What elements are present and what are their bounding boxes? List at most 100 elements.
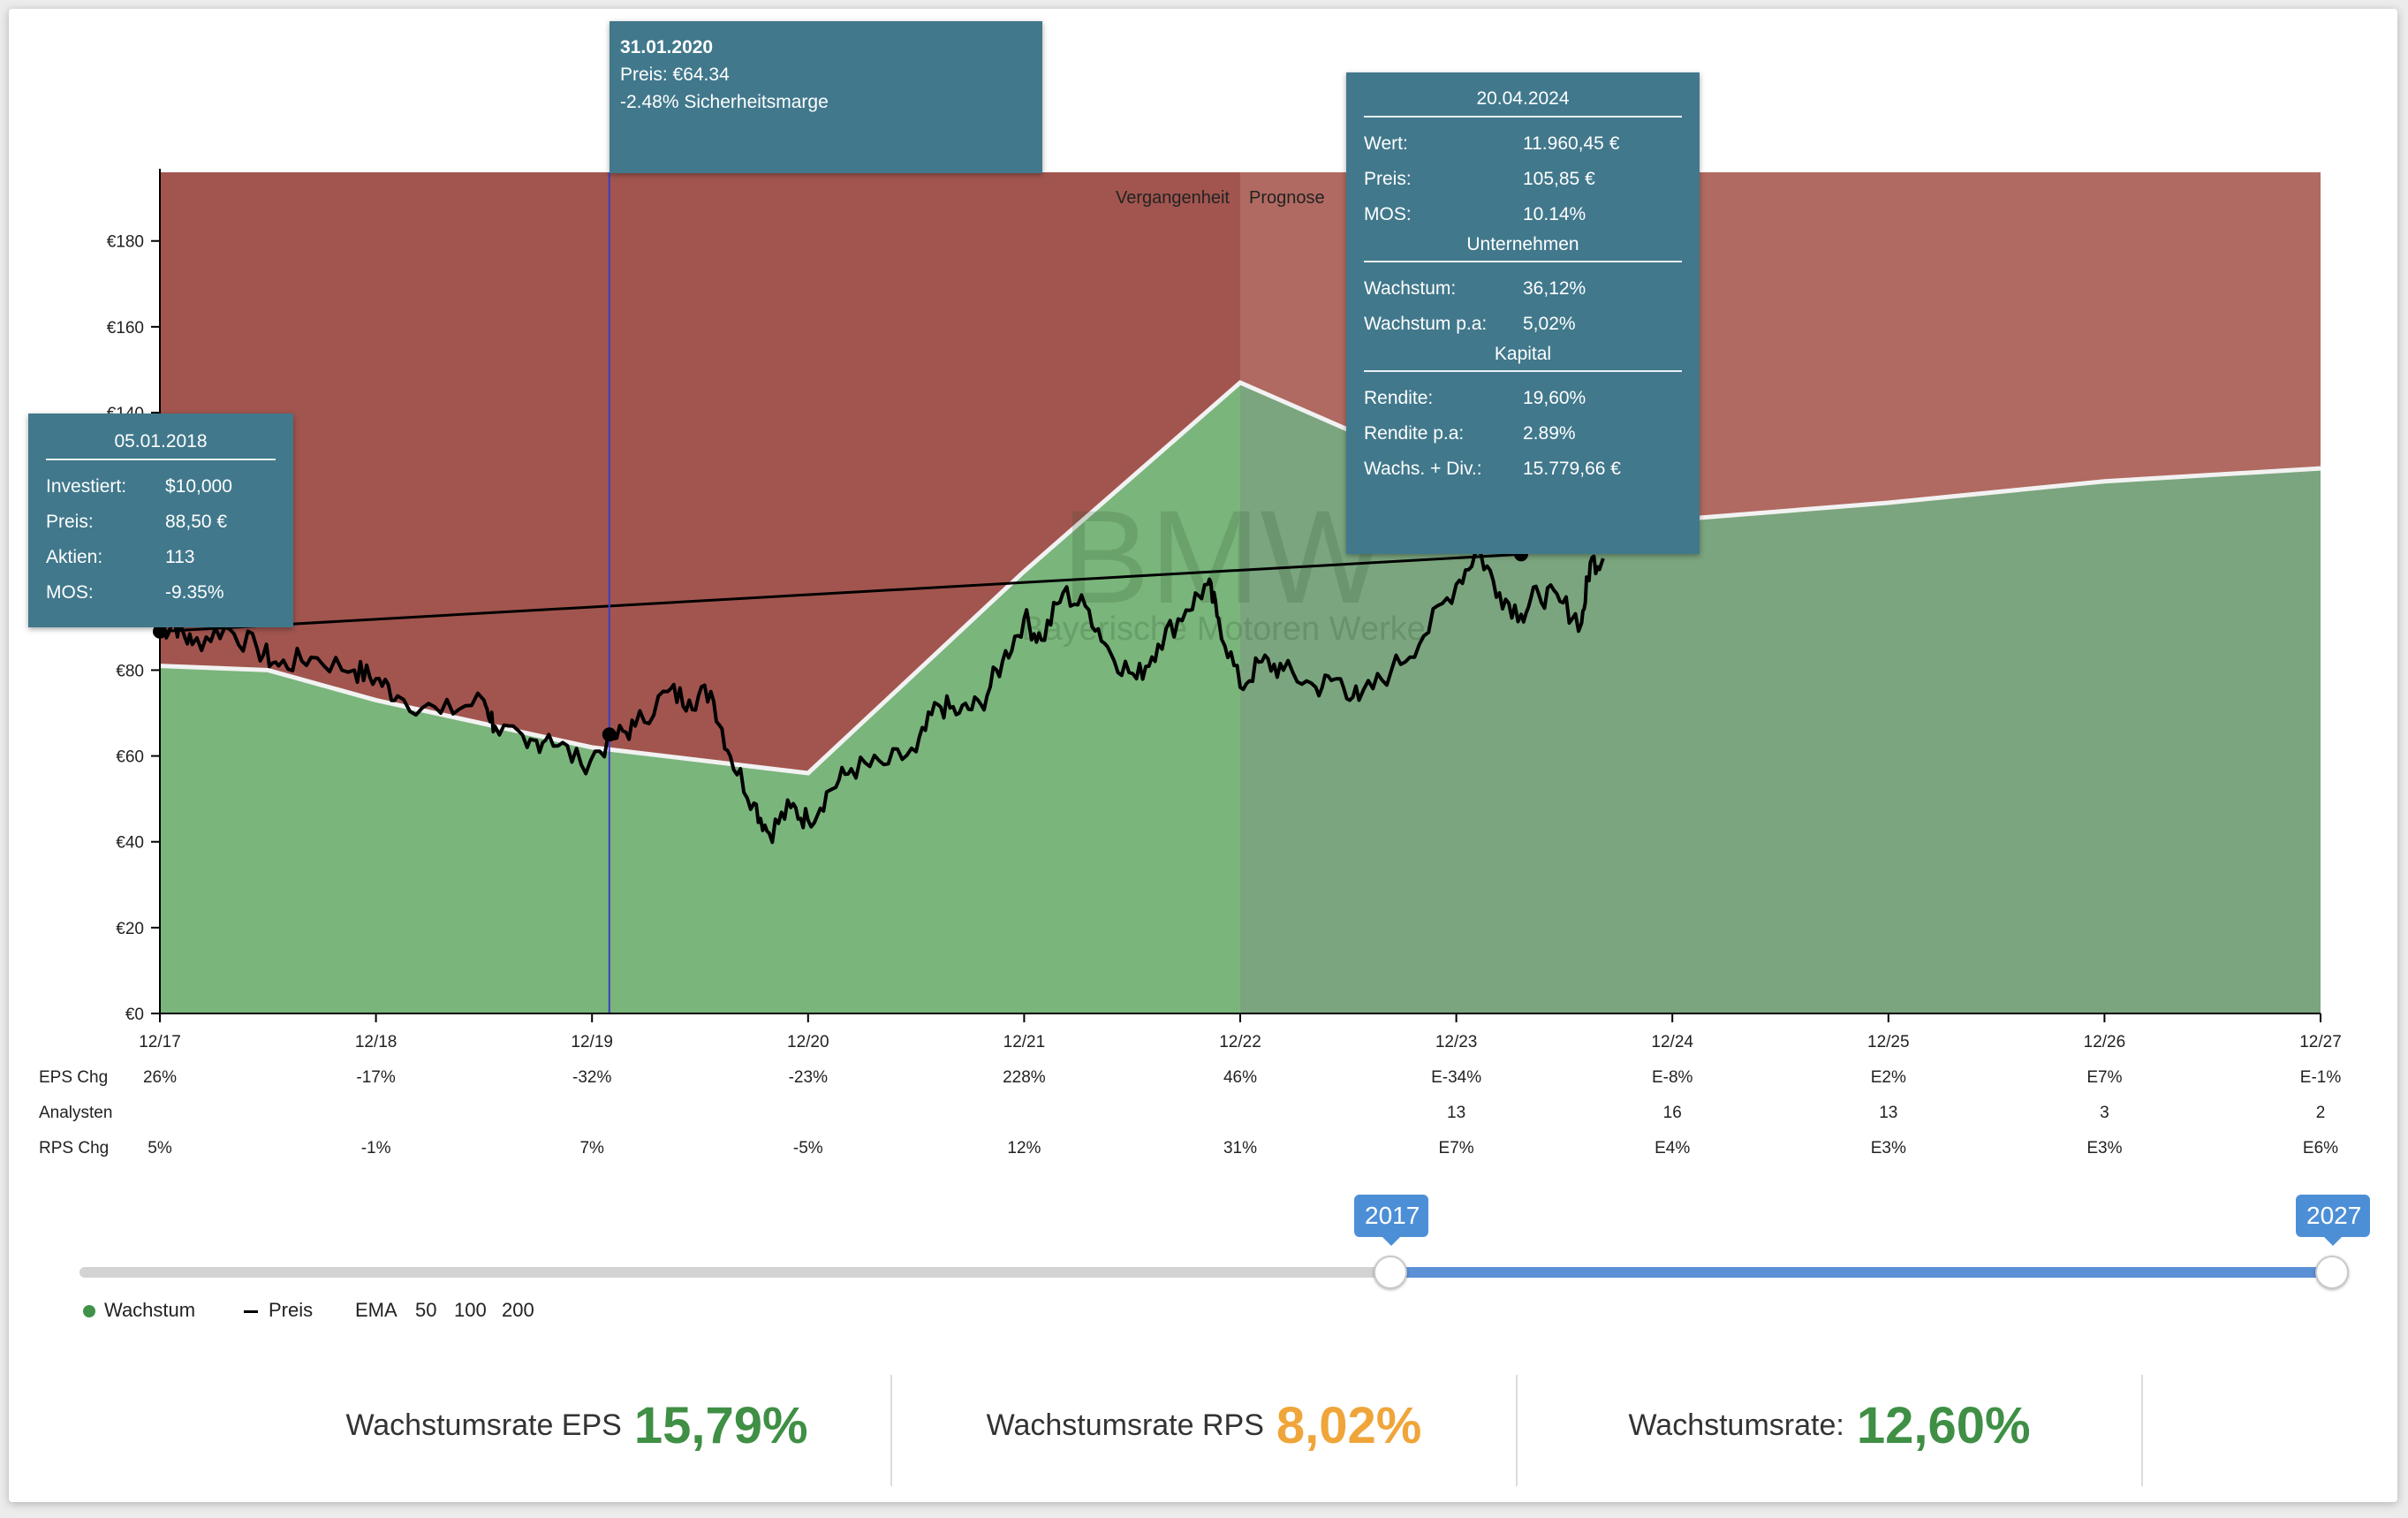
tooltip-value: 5,02% xyxy=(1523,314,1576,334)
y-tick-label: €40 xyxy=(116,834,144,853)
row-value: 13 xyxy=(1879,1104,1897,1122)
tooltip-cursor-price: Preis: €64.34 xyxy=(620,65,730,85)
row-value: -32% xyxy=(572,1068,611,1087)
y-tick-label: €80 xyxy=(116,662,144,680)
x-tick-label: 12/22 xyxy=(1219,1033,1261,1051)
y-tick-label: €60 xyxy=(116,748,144,767)
tooltip-key: Preis: xyxy=(1364,169,1412,189)
x-tick-label: 12/25 xyxy=(1867,1033,1910,1051)
x-tick-label: 12/24 xyxy=(1651,1033,1693,1051)
slider-end-label: 2027 xyxy=(2296,1195,2370,1246)
tooltip-key: Aktien: xyxy=(46,547,103,567)
tooltip-row: Rendite: 19,60% xyxy=(1364,381,1682,416)
row-value: 5% xyxy=(148,1139,172,1157)
legend-price[interactable]: Preis xyxy=(244,1299,313,1322)
row-value: 46% xyxy=(1223,1068,1257,1087)
legend-growth[interactable]: Wachstum xyxy=(83,1299,195,1322)
ema-200-toggle[interactable]: 200 xyxy=(502,1299,534,1322)
tooltip-key: Wachstum p.a: xyxy=(1364,314,1488,334)
row-value: 13 xyxy=(1447,1104,1465,1122)
slider-start-handle[interactable] xyxy=(1374,1256,1407,1289)
tooltip-key: Wert: xyxy=(1364,133,1408,154)
row-value: 7% xyxy=(579,1139,604,1157)
tooltip-cursor-date: 31.01.2020 xyxy=(620,37,714,57)
stat-total-value: 12,60% xyxy=(1856,1396,2031,1454)
tooltip-key: Wachstum: xyxy=(1364,278,1457,299)
tooltip-value: 19,60% xyxy=(1523,388,1586,408)
row-value: 31% xyxy=(1223,1139,1257,1157)
ema-50-label: 50 xyxy=(415,1299,437,1321)
row-value: E3% xyxy=(2086,1139,2122,1157)
row-value: -1% xyxy=(361,1139,391,1157)
slider-start-label: 2017 xyxy=(1354,1195,1428,1246)
ema-trend-line xyxy=(159,552,1522,634)
x-tick-label: 12/23 xyxy=(1435,1033,1478,1051)
row-value: E-8% xyxy=(1652,1068,1693,1087)
row-value: 26% xyxy=(143,1068,177,1087)
tooltip-value: 88,50 € xyxy=(165,512,228,532)
stat-eps-growth: Wachstumsrate EPS 15,79% xyxy=(265,1368,889,1483)
stat-divider xyxy=(890,1375,892,1486)
row-label: EPS Chg xyxy=(39,1068,108,1087)
ema-100-toggle[interactable]: 100 xyxy=(454,1299,487,1322)
row-value: 3 xyxy=(2100,1104,2109,1122)
tooltip-value: 11.960,45 € xyxy=(1523,133,1620,154)
row-value: E4% xyxy=(1655,1139,1690,1157)
y-tick-label: €20 xyxy=(116,920,144,938)
tooltip-value: 2.89% xyxy=(1523,423,1576,444)
tooltip-start-date: 05.01.2018 xyxy=(46,431,276,460)
tooltip-end: 20.04.2024 Wert: 11.960,45 € Preis: 105,85 … xyxy=(1346,72,1700,554)
year-range-slider-fill xyxy=(1390,1267,2332,1278)
region-label-forecast: Prognose xyxy=(1249,188,1325,208)
tooltip-key: Investiert: xyxy=(46,476,127,497)
row-value: -5% xyxy=(793,1139,823,1157)
stat-divider xyxy=(1516,1375,1518,1486)
stat-eps-value: 15,79% xyxy=(633,1396,808,1454)
tooltip-cursor-margin: -2.48% Sicherheitsmarge xyxy=(620,92,829,112)
tooltip-row: MOS: 10.14% xyxy=(1364,197,1682,232)
tooltip-start: 05.01.2018 Investiert: $10,000 Preis: 88,50… xyxy=(28,414,293,627)
x-tick-label: 12/27 xyxy=(2299,1033,2342,1051)
growth-value-line xyxy=(159,380,2321,776)
ema-50-toggle[interactable]: 50 xyxy=(415,1299,436,1322)
ema-100-label: 100 xyxy=(454,1299,487,1321)
row-value: -23% xyxy=(789,1068,828,1087)
row-value: E2% xyxy=(1871,1068,1906,1087)
x-tick-label: 12/17 xyxy=(139,1033,181,1051)
tooltip-end-date: 20.04.2024 xyxy=(1364,88,1682,118)
tooltip-row: Wachs. + Div.: 15.779,66 € xyxy=(1364,452,1682,487)
tooltip-key: Rendite: xyxy=(1364,388,1434,408)
row-value: E-1% xyxy=(2300,1068,2342,1087)
row-value: -17% xyxy=(356,1068,395,1087)
row-label: RPS Chg xyxy=(39,1139,109,1157)
tooltip-key: Preis: xyxy=(46,512,94,532)
tooltip-value: -9.35% xyxy=(165,582,224,603)
y-tick-label: €160 xyxy=(107,319,144,338)
tooltip-row: Rendite p.a: 2.89% xyxy=(1364,416,1682,452)
tooltip-section-capital: Kapital xyxy=(1364,344,1682,372)
row-label: Analysten xyxy=(39,1104,112,1122)
row-value: E3% xyxy=(1871,1139,1906,1157)
tooltip-row: Preis: 105,85 € xyxy=(1364,162,1682,197)
watermark-logo: BMW xyxy=(1062,482,1386,631)
tooltip-row: Wachstum: 36,12% xyxy=(1364,271,1682,307)
legend-ema-label: EMA xyxy=(355,1299,398,1321)
tooltip-value: 105,85 € xyxy=(1523,169,1595,189)
price-marker-point xyxy=(602,727,617,742)
region-label-past: Vergangenheit xyxy=(1116,188,1230,208)
tooltip-row: Investiert: $10,000 xyxy=(46,469,276,505)
chart-card: BMW Bayerische Motoren Werke Vergangenheit… xyxy=(9,9,2397,1502)
x-tick-label: 12/21 xyxy=(1003,1033,1046,1051)
row-value: E7% xyxy=(1439,1139,1474,1157)
stat-rps-label: Wachstumsrate RPS xyxy=(986,1408,1264,1442)
tooltip-key: MOS: xyxy=(46,582,94,603)
stat-eps-label: Wachstumsrate EPS xyxy=(345,1408,622,1442)
tooltip-section-company: Unternehmen xyxy=(1364,234,1682,262)
stat-rps-value: 8,02% xyxy=(1276,1396,1422,1454)
tooltip-row: Aktien: 113 xyxy=(46,540,276,575)
tooltip-value: 15.779,66 € xyxy=(1523,459,1621,479)
x-tick-label: 12/18 xyxy=(355,1033,398,1051)
slider-end-handle[interactable] xyxy=(2315,1256,2349,1289)
row-value: 16 xyxy=(1663,1104,1682,1122)
